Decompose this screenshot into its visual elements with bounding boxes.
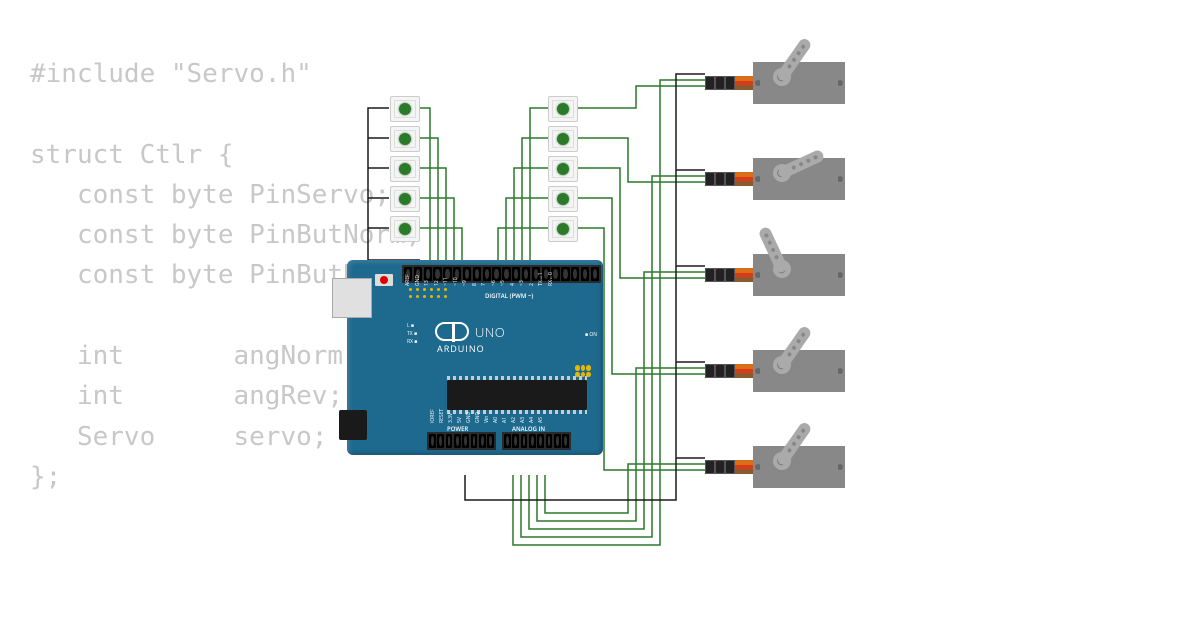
push-button (390, 126, 420, 152)
bot-pin-labels: IOREFRESET3.3V5VGNDGNDVinA0A1A2A3A4A5 (430, 417, 544, 423)
on-led-label: ■ ON (585, 332, 597, 338)
push-button (548, 216, 578, 242)
push-button (548, 96, 578, 122)
push-button (390, 186, 420, 212)
arduino-board: UNO ARDUINO DIGITAL (PWM ~) POWER ANALOG… (347, 260, 603, 455)
reset-button (375, 274, 393, 286)
top-pin-labels: AREFGND1312~11~10~987~6~54~32TX→1RX←0 (405, 280, 554, 286)
power-label: POWER (447, 425, 468, 433)
diagram-canvas: #include "Servo.h" struct Ctlr { const b… (0, 0, 1200, 630)
push-button (548, 156, 578, 182)
push-button (548, 186, 578, 212)
analog-label: ANALOG IN (512, 425, 545, 433)
push-button (390, 96, 420, 122)
usb-port (332, 278, 372, 318)
arduino-brand: ARDUINO (437, 342, 485, 355)
icsp2 (575, 365, 591, 377)
analog-header (502, 432, 571, 450)
dc-jack (339, 410, 367, 440)
push-button (390, 216, 420, 242)
power-header (427, 432, 496, 450)
atmega-chip (447, 380, 587, 410)
txrx-leds: L ■TX ■RX ■ (407, 322, 417, 346)
push-button (390, 156, 420, 182)
icsp1 (409, 288, 449, 302)
digital-label: DIGITAL (PWM ~) (485, 292, 533, 300)
arduino-logo: UNO (435, 322, 505, 341)
push-button (548, 126, 578, 152)
